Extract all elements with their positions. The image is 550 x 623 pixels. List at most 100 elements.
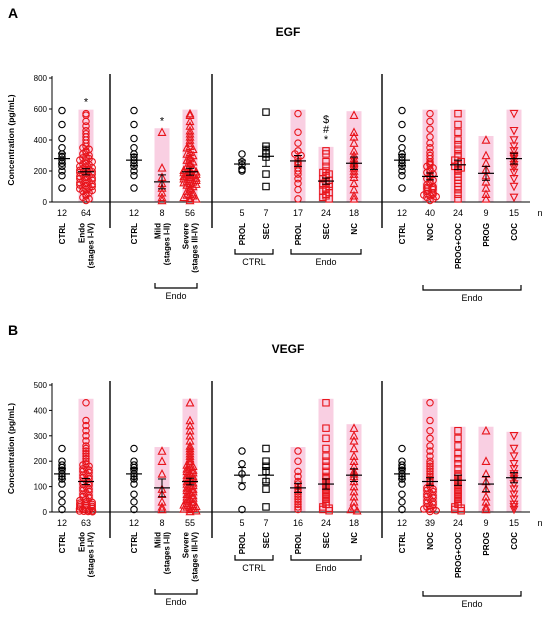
category-label: Mild(stages I-II) bbox=[154, 223, 172, 266]
n-label: 55 bbox=[185, 518, 195, 528]
data-point bbox=[157, 183, 167, 192]
data-point bbox=[58, 171, 66, 180]
group-bracket bbox=[290, 555, 362, 561]
data-point bbox=[130, 490, 138, 498]
category-5: 5 PROL bbox=[234, 150, 250, 245]
data-point bbox=[509, 432, 519, 441]
data-point bbox=[509, 142, 519, 152]
category-6: 7 SEC bbox=[258, 444, 274, 548]
data-point bbox=[294, 447, 302, 455]
group-bracket bbox=[234, 249, 274, 255]
data-point bbox=[157, 456, 167, 465]
data-point bbox=[454, 190, 462, 199]
data-point bbox=[509, 168, 519, 178]
y-tick-label: 300 bbox=[34, 432, 48, 441]
data-point bbox=[262, 485, 270, 493]
data-point bbox=[294, 472, 302, 481]
data-point bbox=[454, 449, 462, 458]
data-point bbox=[294, 139, 302, 147]
data-point bbox=[322, 452, 330, 460]
n-label: 5 bbox=[239, 518, 244, 528]
data-point bbox=[426, 125, 434, 133]
significance-mark: * bbox=[84, 97, 89, 109]
data-point bbox=[481, 135, 491, 144]
data-point bbox=[182, 161, 192, 171]
data-point bbox=[352, 505, 362, 515]
group-bracket-label: CTRL bbox=[242, 563, 266, 573]
category-label: COC bbox=[510, 532, 519, 550]
significance-mark: * bbox=[324, 134, 329, 146]
n-label: 18 bbox=[349, 208, 359, 218]
n-label: 12 bbox=[397, 208, 407, 218]
data-point bbox=[398, 461, 406, 469]
data-point bbox=[398, 498, 406, 506]
data-point bbox=[349, 486, 359, 496]
data-point bbox=[398, 120, 406, 129]
category-label: NOC bbox=[426, 532, 435, 550]
n-label: 9 bbox=[483, 518, 488, 528]
data-point bbox=[509, 490, 519, 500]
data-point bbox=[398, 134, 406, 143]
n-axis-label: n bbox=[537, 518, 542, 528]
data-point bbox=[349, 169, 359, 178]
data-point bbox=[481, 425, 491, 435]
data-point bbox=[426, 196, 434, 205]
data-point bbox=[188, 190, 198, 200]
category-label: Severe(stages III-IV) bbox=[182, 222, 200, 272]
data-point bbox=[509, 126, 519, 136]
y-tick-label: 400 bbox=[34, 406, 48, 415]
data-point bbox=[426, 459, 434, 468]
category-label: SEC bbox=[322, 223, 331, 240]
data-point bbox=[349, 481, 359, 491]
data-point bbox=[457, 506, 465, 515]
n-label: 17 bbox=[293, 208, 303, 218]
data-point bbox=[58, 444, 66, 453]
category-label: PROG+COC bbox=[454, 532, 463, 578]
category-label: CTRL bbox=[398, 223, 407, 244]
category-7: 16 PROL bbox=[290, 447, 306, 554]
data-point bbox=[426, 457, 434, 465]
category-6: 7 SEC bbox=[258, 108, 274, 239]
category-10: 12 CTRL bbox=[394, 444, 410, 553]
category-11: 40 NOC bbox=[420, 109, 440, 241]
data-point bbox=[509, 465, 519, 474]
data-point bbox=[58, 134, 66, 143]
n-label: 18 bbox=[349, 518, 359, 528]
data-point bbox=[58, 461, 66, 469]
n-label: 63 bbox=[81, 518, 91, 528]
data-point bbox=[509, 182, 519, 192]
data-point bbox=[130, 461, 138, 469]
category-9: 18 NC bbox=[346, 110, 362, 235]
data-point bbox=[130, 106, 138, 115]
data-point bbox=[179, 173, 189, 183]
data-point bbox=[58, 490, 66, 498]
data-point bbox=[294, 167, 302, 175]
category-1: * 64 Endo(stages I-IV) bbox=[76, 97, 96, 268]
data-point bbox=[185, 453, 195, 463]
n-label: 24 bbox=[453, 518, 463, 528]
y-tick-label: 0 bbox=[43, 198, 48, 207]
density-band bbox=[450, 109, 466, 202]
data-point bbox=[294, 495, 302, 504]
y-tick-label: 500 bbox=[34, 381, 48, 390]
data-point bbox=[75, 507, 84, 515]
category-4: 56 Severe(stages III-IV) bbox=[179, 108, 201, 273]
data-point bbox=[294, 493, 302, 501]
data-point bbox=[294, 498, 302, 506]
data-point bbox=[509, 175, 519, 184]
data-point bbox=[325, 195, 333, 203]
category-3: 8 Mild(stages I-II) bbox=[154, 446, 172, 574]
n-label: 12 bbox=[397, 518, 407, 528]
data-point bbox=[454, 426, 462, 435]
data-point bbox=[322, 157, 330, 166]
data-point bbox=[454, 136, 462, 144]
data-point bbox=[322, 467, 330, 476]
data-point bbox=[80, 507, 88, 515]
data-point bbox=[238, 482, 246, 491]
data-point bbox=[349, 430, 359, 440]
data-point bbox=[398, 505, 406, 514]
data-point bbox=[130, 184, 138, 192]
data-point bbox=[130, 444, 138, 453]
group-bracket-label: Endo bbox=[461, 599, 482, 609]
